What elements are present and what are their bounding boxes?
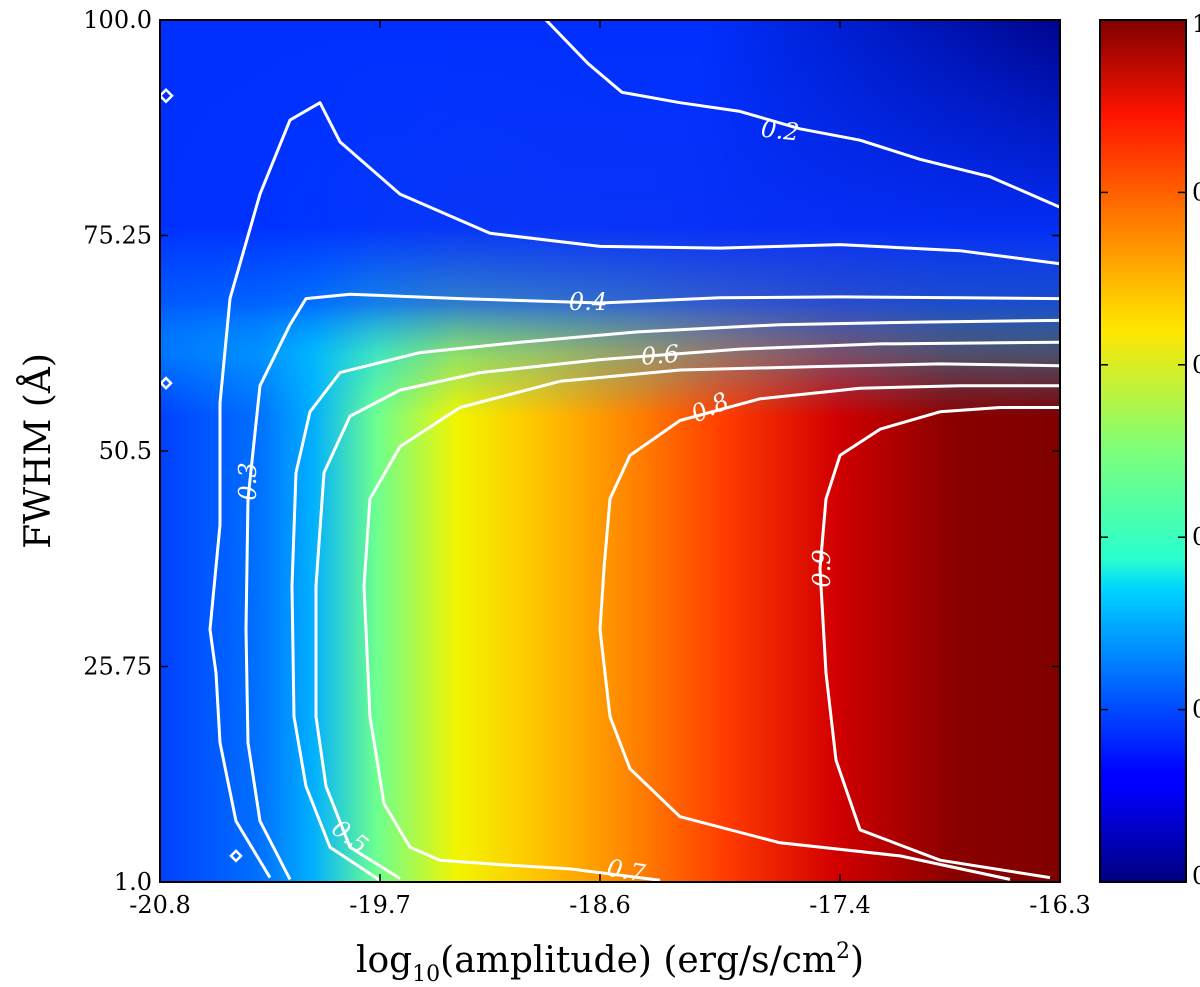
contour-island-1 [160, 87, 174, 104]
colorbar-tick-label: 0.8 [1192, 178, 1200, 206]
x-tick-label: -17.4 [809, 891, 871, 919]
contour-line-0.8 [598, 384, 1060, 881]
colorbar [1100, 20, 1186, 882]
y-axis-label: FWHM (Å) [17, 353, 59, 549]
contour-label-0.3: 0.3 [234, 462, 262, 500]
contour-label-0.2: 0.2 [760, 115, 801, 147]
y-tick-label: 75.25 [83, 222, 152, 250]
contour-line-0.6 [314, 340, 1060, 880]
contour-lines [160, 20, 1060, 882]
contour-island-2 [160, 376, 173, 390]
y-tick-label: 1.0 [114, 868, 152, 896]
y-tick-label: 25.75 [83, 653, 152, 681]
y-tick-label: 50.5 [99, 437, 152, 465]
x-axis: -20.8 -19.7 -18.6 -17.4 -16.3 [129, 20, 1091, 919]
contour-label-0.4: 0.4 [569, 288, 607, 316]
contour-line-0.4 [244, 292, 1060, 881]
contour-label-0.6: 0.6 [640, 340, 680, 371]
y-axis: 1.0 25.75 50.5 75.25 100.0 [83, 6, 1060, 896]
heatmap-field [160, 20, 1060, 882]
colorbar-tick-label: 0.0 [1192, 862, 1200, 890]
colorbar-frame [1099, 19, 1187, 883]
x-tick-label: -19.7 [349, 891, 411, 919]
x-axis-label: log10(amplitude) (erg/s/cm2) [356, 939, 864, 987]
colorbar-tick-label: 0.6 [1192, 351, 1200, 379]
contour-line-0.2 [544, 20, 1060, 209]
contour-line-0.7 [362, 362, 1060, 882]
x-tick-label: -16.3 [1029, 891, 1091, 919]
colorbar-tick-label: 0.4 [1192, 523, 1200, 551]
contour-label-0.9: 0.9 [808, 549, 836, 587]
colorbar-tick-label: 1.0 [1192, 10, 1200, 38]
contour-island-3 [229, 849, 243, 863]
x-tick-label: -20.8 [129, 891, 191, 919]
contour-line-0.3 [208, 101, 1060, 879]
colorbar-tick-label: 0.2 [1192, 696, 1200, 724]
contour-line-0.9 [818, 406, 1060, 880]
x-tick-label: -18.6 [569, 891, 631, 919]
contour-line-0.5 [290, 318, 1060, 882]
y-tick-label: 100.0 [83, 6, 152, 34]
colorbar-ticks: 0.0 0.2 0.4 0.6 0.8 1.0 [1100, 10, 1200, 890]
